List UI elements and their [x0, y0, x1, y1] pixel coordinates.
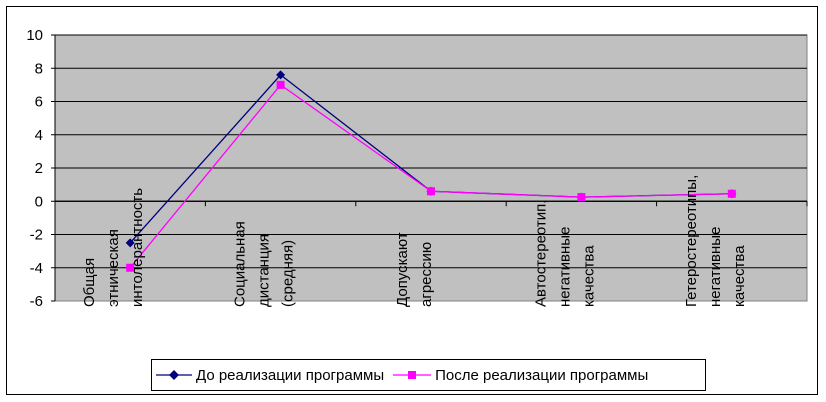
x-category-label: Общая	[81, 258, 98, 307]
y-axis: 10 8 6 4 2 0 -2 -4 -6	[26, 27, 56, 310]
data-point-diamond	[276, 70, 286, 80]
x-category-label: Автостереотип,	[532, 200, 549, 307]
x-category-label: качества	[731, 245, 748, 307]
data-point-square	[727, 189, 736, 198]
x-axis	[54, 200, 808, 207]
data-point-square	[577, 193, 586, 202]
legend-label-after: После реализации программы	[435, 366, 649, 384]
y-tick-label: -6	[30, 293, 43, 310]
data-point-diamond	[125, 238, 135, 248]
x-category-label: Допускают	[394, 232, 411, 307]
x-category-label: Социальная	[232, 221, 249, 307]
y-tick-label: 4	[35, 127, 43, 144]
x-category-label: интолерантность	[129, 188, 146, 307]
x-category-label: агрессию	[418, 242, 435, 307]
x-category-label: этническая	[105, 229, 122, 307]
chart-legend: До реализации программы После реализации…	[151, 359, 706, 391]
x-category-label: качества	[580, 245, 597, 307]
y-tick-label: 0	[35, 193, 43, 210]
data-point-square	[276, 80, 285, 89]
legend-line-diamond-icon	[156, 370, 192, 380]
category-labels: Общая этническая интолерантность Социальная…	[81, 175, 748, 307]
y-tick-label: 10	[26, 27, 43, 44]
y-tick-label: 2	[35, 160, 43, 177]
y-tick-label: 8	[35, 60, 43, 77]
data-point-square	[427, 187, 435, 196]
legend-item-before: До реализации программы	[156, 367, 384, 384]
x-category-label: дистанция	[256, 234, 273, 307]
legend-label-before: До реализации программы	[196, 366, 385, 384]
legend-line-square-icon	[393, 371, 432, 379]
x-category-label: (средняя)	[280, 240, 297, 307]
x-category-label: негативные	[556, 227, 573, 307]
x-category-label: негативные	[707, 227, 724, 307]
y-tick-label: -4	[30, 260, 43, 277]
series-lines	[125, 70, 737, 272]
legend-item-after: После реализации программы	[393, 367, 648, 384]
y-tick-label: 6	[35, 94, 43, 111]
data-point-square	[126, 263, 135, 272]
x-category-label: Гетеростереотипы,	[683, 175, 700, 307]
y-tick-label: -2	[30, 227, 43, 244]
